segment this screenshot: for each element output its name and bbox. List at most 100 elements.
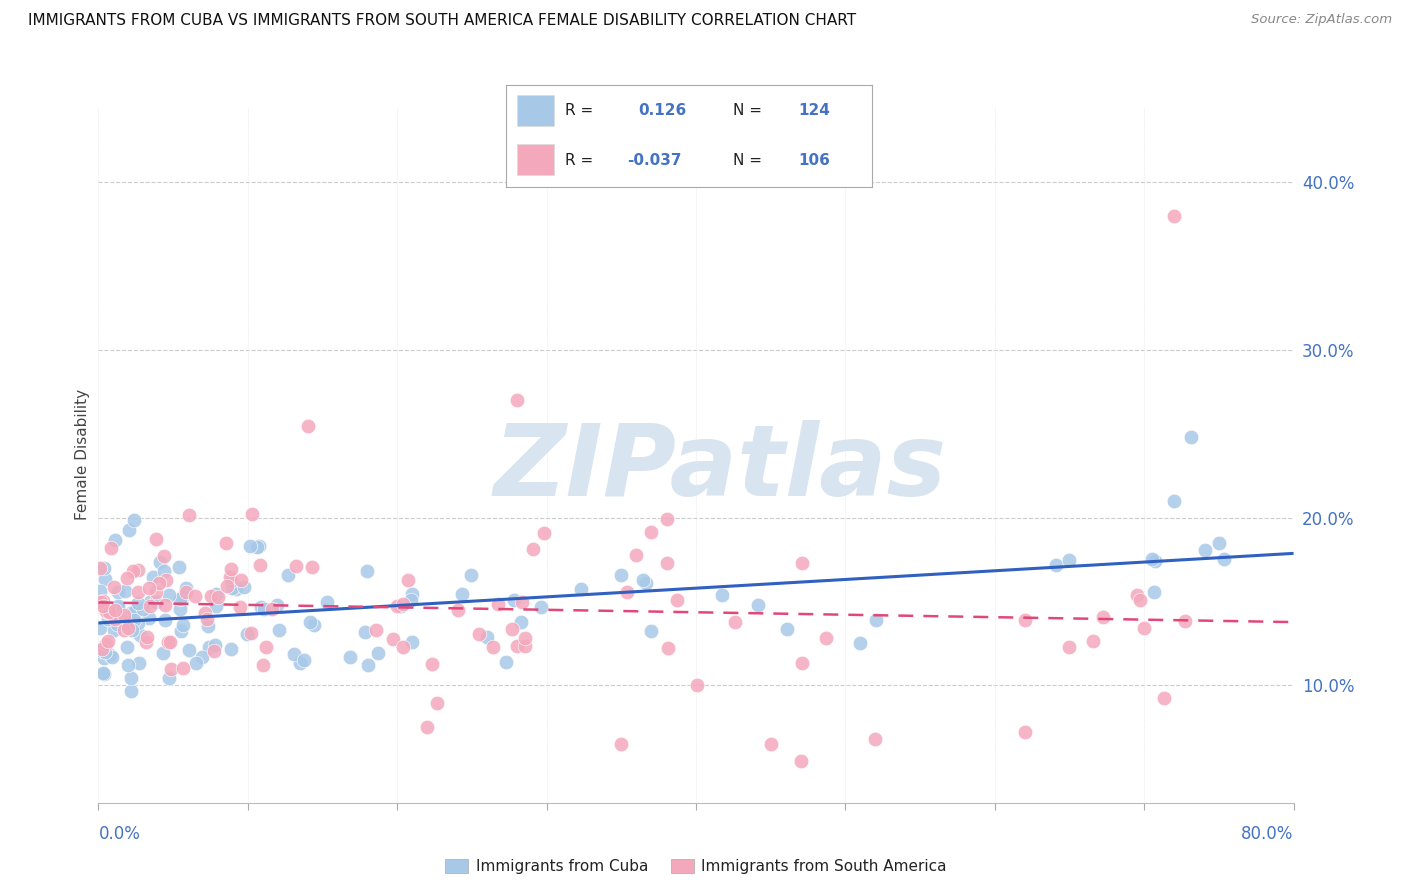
Point bbox=[105, 607, 128, 622]
Point bbox=[666, 592, 689, 607]
Point bbox=[169, 592, 191, 607]
Point bbox=[533, 525, 555, 540]
Point bbox=[153, 564, 176, 578]
Point bbox=[250, 600, 273, 615]
Point bbox=[515, 632, 537, 646]
Point bbox=[101, 650, 124, 665]
Point bbox=[103, 614, 125, 628]
Point bbox=[155, 573, 177, 587]
Point bbox=[174, 585, 197, 599]
Point bbox=[127, 615, 149, 630]
Point bbox=[157, 588, 180, 602]
Point bbox=[197, 640, 219, 654]
Point bbox=[299, 615, 322, 629]
Point bbox=[631, 573, 654, 587]
Point bbox=[792, 657, 814, 671]
Point bbox=[616, 585, 638, 599]
Point bbox=[204, 638, 226, 652]
Point bbox=[105, 616, 128, 631]
Point bbox=[1194, 543, 1216, 558]
Point bbox=[1057, 640, 1080, 655]
Point bbox=[416, 720, 439, 734]
Point bbox=[200, 589, 222, 603]
Point bbox=[225, 582, 247, 596]
Point bbox=[759, 737, 782, 751]
Point bbox=[194, 606, 217, 620]
Point bbox=[253, 602, 276, 616]
Point bbox=[93, 561, 115, 575]
Point bbox=[392, 640, 415, 654]
Point bbox=[107, 601, 129, 615]
Text: 106: 106 bbox=[799, 153, 831, 168]
Point bbox=[1126, 588, 1149, 602]
Bar bbox=[517, 95, 554, 126]
Point bbox=[235, 627, 257, 641]
Point bbox=[104, 603, 127, 617]
Point bbox=[610, 737, 633, 751]
Point bbox=[297, 418, 319, 433]
Point bbox=[640, 525, 662, 540]
Point bbox=[96, 605, 118, 619]
Point bbox=[129, 627, 152, 641]
Point bbox=[468, 627, 491, 641]
Point bbox=[184, 589, 207, 603]
Point bbox=[1143, 585, 1166, 599]
Point bbox=[115, 571, 138, 585]
Point bbox=[228, 599, 250, 614]
Point bbox=[122, 513, 145, 527]
Point bbox=[1153, 690, 1175, 705]
Point bbox=[513, 639, 536, 653]
Point bbox=[135, 634, 157, 648]
Point bbox=[153, 613, 176, 627]
Point bbox=[245, 540, 267, 554]
Point bbox=[247, 539, 270, 553]
Point bbox=[90, 643, 112, 657]
Point bbox=[90, 595, 112, 609]
Point bbox=[501, 623, 523, 637]
Point bbox=[172, 590, 194, 604]
Point bbox=[1128, 593, 1150, 607]
Point bbox=[172, 661, 194, 675]
Point bbox=[172, 618, 194, 632]
Point bbox=[131, 602, 153, 616]
Point bbox=[1212, 551, 1234, 566]
Point bbox=[266, 598, 288, 612]
Point bbox=[214, 536, 236, 550]
Point bbox=[1143, 554, 1166, 568]
Text: 0.0%: 0.0% bbox=[98, 825, 141, 843]
Point bbox=[475, 630, 498, 644]
Point bbox=[420, 657, 443, 671]
Point bbox=[107, 599, 129, 613]
Point bbox=[94, 572, 117, 586]
Point bbox=[204, 644, 226, 658]
Point bbox=[98, 648, 121, 663]
Point bbox=[104, 612, 127, 626]
Text: 124: 124 bbox=[799, 103, 831, 119]
Point bbox=[460, 568, 482, 582]
Point bbox=[239, 539, 262, 553]
Point bbox=[301, 560, 323, 574]
Point bbox=[447, 603, 470, 617]
Point bbox=[283, 647, 305, 661]
Point bbox=[167, 559, 190, 574]
Point bbox=[91, 594, 114, 608]
Point bbox=[1140, 552, 1163, 566]
Point bbox=[277, 568, 299, 582]
Point bbox=[849, 635, 872, 649]
Point bbox=[356, 564, 378, 578]
Point bbox=[107, 584, 129, 599]
Point bbox=[219, 642, 242, 657]
Point bbox=[219, 570, 242, 584]
Point bbox=[1208, 536, 1230, 550]
Legend: Immigrants from Cuba, Immigrants from South America: Immigrants from Cuba, Immigrants from So… bbox=[446, 859, 946, 874]
Point bbox=[240, 507, 263, 521]
Point bbox=[139, 595, 162, 609]
Point bbox=[139, 599, 162, 614]
Point bbox=[1133, 621, 1156, 635]
Point bbox=[609, 567, 631, 582]
Point bbox=[232, 580, 254, 594]
Point bbox=[157, 635, 180, 649]
Point bbox=[91, 666, 114, 681]
Point bbox=[339, 650, 361, 665]
Point bbox=[103, 580, 125, 594]
